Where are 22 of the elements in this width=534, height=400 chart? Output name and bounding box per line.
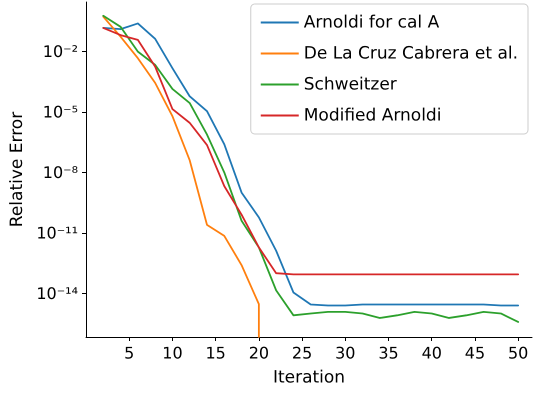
x-tick-label: 30 [335, 344, 356, 362]
x-tick-label: 40 [422, 344, 442, 362]
x-tick-label: 15 [205, 344, 226, 362]
y-tick-label: 10⁻² [42, 42, 78, 62]
x-tick-label: 10 [162, 344, 183, 362]
x-tick-label: 25 [292, 344, 312, 362]
y-tick-label: 10⁻¹¹ [36, 223, 78, 242]
x-tick-label: 50 [508, 344, 528, 362]
x-tick-label: 5 [124, 344, 134, 362]
line-series [102, 16, 260, 338]
legend-label: Modified Arnoldi [304, 106, 442, 126]
x-tick-label: 45 [464, 344, 486, 362]
y-axis-title: Relative Error [6, 112, 27, 228]
y-tick-label: 10⁻⁵ [42, 102, 78, 122]
x-tick-label: 35 [378, 344, 399, 362]
legend-label: Schweitzer [304, 74, 397, 94]
legend-label: De La Cruz Cabrera et al. [304, 44, 518, 64]
y-tick-label: 10⁻¹⁴ [36, 284, 78, 303]
y-tick-label: 10⁻⁸ [42, 162, 78, 182]
legend-label: Arnoldi for cal A [304, 12, 440, 32]
x-tick-label: 20 [248, 344, 270, 362]
x-axis-title: Iteration [272, 368, 346, 388]
